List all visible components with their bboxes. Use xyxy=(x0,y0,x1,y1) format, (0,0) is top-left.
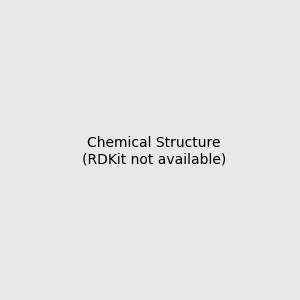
Text: Chemical Structure
(RDKit not available): Chemical Structure (RDKit not available) xyxy=(82,136,226,166)
